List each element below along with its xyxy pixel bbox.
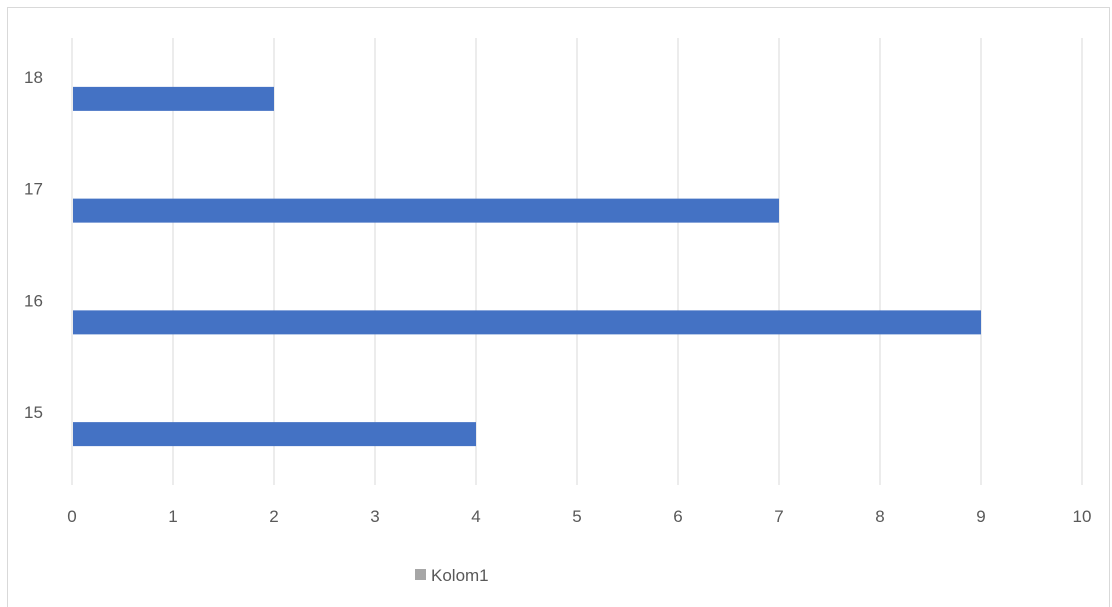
y-tick-label: 18 [24, 68, 43, 87]
chart-frame [7, 7, 1110, 607]
x-tick-label: 1 [168, 507, 177, 526]
y-tick-label: 16 [24, 291, 43, 310]
x-tick-label: 9 [976, 507, 985, 526]
bar-15 [73, 422, 476, 447]
y-tick-label: 15 [24, 403, 43, 422]
x-tick-label: 6 [673, 507, 682, 526]
x-tick-label: 0 [67, 507, 76, 526]
legend-label: Kolom1 [431, 566, 489, 585]
x-axis-tick-labels: 0 1 2 3 4 5 6 7 8 9 10 [67, 507, 1091, 526]
x-tick-label: 7 [774, 507, 783, 526]
legend-swatch [415, 569, 426, 580]
x-tick-label: 3 [370, 507, 379, 526]
x-tick-label: 10 [1073, 507, 1092, 526]
bar-16 [73, 310, 981, 335]
gridlines [71, 38, 1083, 485]
x-tick-label: 5 [572, 507, 581, 526]
y-axis-tick-labels: 15 16 17 18 [24, 68, 43, 422]
x-tick-label: 4 [471, 507, 480, 526]
bar-17 [73, 198, 779, 223]
x-tick-label: 8 [875, 507, 884, 526]
bars [73, 86, 981, 447]
y-tick-label: 17 [24, 180, 43, 199]
legend: Kolom1 [415, 566, 489, 585]
bar-18 [73, 86, 274, 111]
x-tick-label: 2 [269, 507, 278, 526]
